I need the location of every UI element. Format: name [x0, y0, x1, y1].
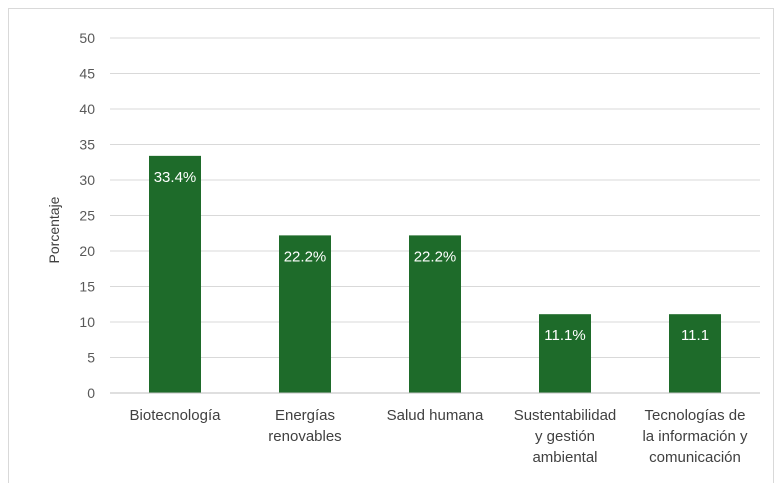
x-category-label: Energías renovables — [268, 407, 341, 445]
y-tick-label: 20 — [79, 243, 95, 259]
y-tick-label: 50 — [79, 30, 95, 46]
bar — [669, 314, 721, 393]
bars — [149, 155, 721, 393]
x-category-label-line: comunicación — [649, 449, 741, 466]
chart-frame — [8, 8, 774, 483]
y-tick-label: 45 — [79, 66, 95, 82]
x-category-label-line: Energías — [275, 407, 335, 424]
y-axis-ticks: 0 5 10 15 20 25 30 35 40 45 50 — [79, 30, 95, 401]
x-category-label-line: la información y — [642, 428, 748, 445]
data-label: 11.1 — [681, 327, 709, 344]
y-tick-label: 10 — [79, 314, 95, 330]
data-label: 22.2% — [284, 248, 327, 265]
x-category-label-line: Tecnologías de — [645, 407, 746, 424]
x-category-label-line: y gestión — [535, 428, 595, 445]
bar — [149, 155, 201, 393]
y-tick-label: 25 — [79, 208, 95, 224]
y-tick-label: 30 — [79, 172, 95, 188]
data-label: 11.1% — [544, 327, 585, 344]
y-tick-label: 15 — [79, 279, 95, 295]
bar — [539, 314, 591, 393]
y-tick-label: 40 — [79, 101, 95, 117]
y-tick-label: 35 — [79, 137, 95, 153]
x-category-label: Tecnologías de la información y comunicaci… — [642, 407, 748, 466]
x-axis-categories: Biotecnología Energías renovables Salud hum… — [130, 407, 748, 466]
bar — [409, 235, 461, 393]
x-category-label: Biotecnología — [130, 407, 222, 424]
x-category-label-line: renovables — [268, 428, 341, 445]
x-category-label-line: Biotecnología — [130, 407, 222, 424]
x-category-label-line: Salud humana — [387, 407, 484, 424]
y-tick-label: 5 — [87, 350, 95, 366]
y-axis-label: Porcentaje — [46, 196, 62, 263]
x-category-label: Sustentabilidad y gestión ambiental — [514, 407, 617, 466]
data-labels: 33.4% 22.2% 22.2% 11.1% 11.1 — [154, 169, 709, 344]
data-label: 33.4% — [154, 169, 197, 186]
x-category-label-line: Sustentabilidad — [514, 407, 617, 424]
x-category-label: Salud humana — [387, 407, 484, 424]
bar — [279, 235, 331, 393]
x-category-label-line: ambiental — [532, 449, 597, 466]
data-label: 22.2% — [414, 248, 457, 265]
y-tick-label: 0 — [87, 385, 95, 401]
